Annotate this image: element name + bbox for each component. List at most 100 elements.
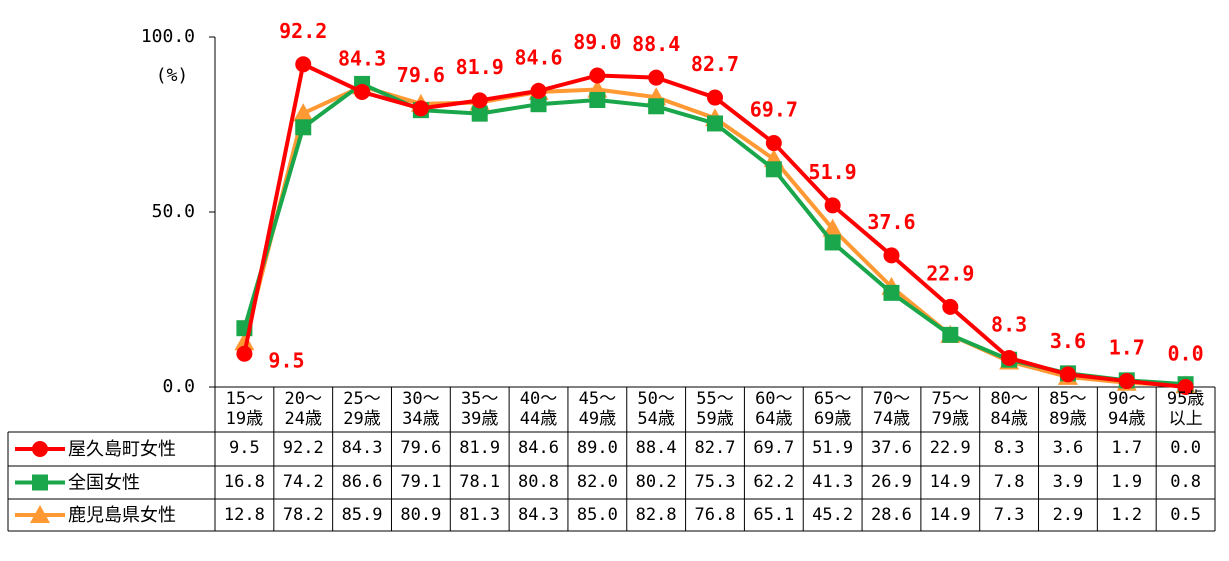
data-point <box>234 332 255 351</box>
x-tick-label: 45～ 49歳 <box>578 389 617 429</box>
data-label: 22.9 <box>926 261 974 285</box>
table-value: 84.3 <box>518 505 559 525</box>
table-value: 62.2 <box>753 472 795 492</box>
y-tick-label: 50.0 <box>152 201 195 222</box>
y-axis-label: (%) <box>156 65 189 86</box>
data-point <box>236 345 253 362</box>
data-point <box>648 69 665 86</box>
table-value: 1.7 <box>1111 438 1143 458</box>
table-value: 16.8 <box>223 472 265 492</box>
table-value: 65.1 <box>753 505 795 525</box>
x-tick-label: 40～ 44歳 <box>519 389 558 429</box>
table-value: 84.6 <box>518 438 559 458</box>
data-point <box>822 218 843 237</box>
x-tick-label: 75～ 79歳 <box>931 389 970 429</box>
legend-label: 全国女性 <box>68 473 140 494</box>
data-point <box>589 92 606 108</box>
data-point <box>648 98 665 115</box>
data-point <box>295 56 312 73</box>
x-tick-label: 30～ 34歳 <box>402 389 440 429</box>
data-point <box>1059 366 1076 383</box>
table-value: 3.9 <box>1052 472 1084 492</box>
x-tick-label: 70～ 74歳 <box>872 389 911 429</box>
legend-marker <box>30 505 50 523</box>
data-point <box>471 92 488 109</box>
data-label: 92.2 <box>279 19 327 43</box>
table-value: 37.6 <box>870 438 912 458</box>
data-point <box>707 115 723 132</box>
table-value: 75.3 <box>694 472 736 492</box>
data-label: 1.7 <box>1109 336 1145 360</box>
table-value: 80.2 <box>635 472 677 492</box>
table-value: 76.8 <box>694 505 736 525</box>
data-point <box>942 298 959 315</box>
data-point <box>354 83 371 100</box>
table-value: 89.0 <box>576 438 618 458</box>
x-tick-label: 25～ 29歳 <box>343 389 381 429</box>
data-point <box>765 161 782 178</box>
table-value: 9.5 <box>229 438 260 458</box>
table-value: 26.9 <box>870 472 912 492</box>
legend-label: 鹿児島県女性 <box>68 505 176 526</box>
data-point <box>293 103 314 122</box>
table-value: 41.3 <box>812 472 854 492</box>
table-value: 7.8 <box>993 472 1025 492</box>
data-point <box>883 284 900 301</box>
x-tick-label: 60～ 64歳 <box>755 389 793 429</box>
data-label: 84.3 <box>338 46 386 70</box>
table-value: 1.9 <box>1111 472 1143 492</box>
table-value: 8.3 <box>993 438 1025 458</box>
table-value: 81.3 <box>459 505 501 525</box>
data-point <box>765 135 782 152</box>
data-label: 8.3 <box>991 312 1027 336</box>
x-tick-label: 90～ 94歳 <box>1108 389 1146 429</box>
table-value: 80.8 <box>518 472 559 492</box>
data-point <box>471 105 488 122</box>
table-value: 7.3 <box>993 505 1025 525</box>
table-value: 79.6 <box>400 438 442 458</box>
table-value: 45.2 <box>812 505 854 525</box>
data-point <box>883 247 900 264</box>
table-value: 3.6 <box>1052 438 1084 458</box>
data-label: 0.0 <box>1168 342 1204 366</box>
table-value: 69.7 <box>753 438 795 458</box>
table-value: 14.9 <box>929 505 971 525</box>
x-tick-label: 80～ 84歳 <box>990 389 1028 429</box>
table-value: 82.0 <box>576 472 618 492</box>
table-value: 80.9 <box>400 505 442 525</box>
data-label: 51.9 <box>809 160 857 184</box>
data-point <box>530 82 547 99</box>
y-tick-label: 0.0 <box>162 376 195 397</box>
table-value: 78.1 <box>459 472 501 492</box>
table-value: 79.1 <box>400 472 442 492</box>
x-tick-label: 85～ 89歳 <box>1049 389 1087 429</box>
table-value: 12.8 <box>223 505 265 525</box>
data-point <box>824 234 841 251</box>
data-point <box>1177 379 1194 395</box>
table-value: 86.6 <box>341 472 383 492</box>
data-point <box>412 100 429 117</box>
data-label: 82.7 <box>691 52 739 76</box>
table-value: 0.0 <box>1170 438 1201 458</box>
table-value: 28.6 <box>870 505 912 525</box>
data-label: 79.6 <box>397 63 445 87</box>
data-point <box>707 89 723 106</box>
data-label: 88.4 <box>632 32 680 56</box>
table-value: 2.9 <box>1052 505 1084 525</box>
table-value: 51.9 <box>812 438 854 458</box>
table-value: 81.9 <box>459 438 501 458</box>
table-value: 22.9 <box>929 438 971 458</box>
data-point <box>1001 349 1018 366</box>
x-tick-label: 35～ 39歳 <box>460 389 499 429</box>
table-value: 84.3 <box>341 438 383 458</box>
table-value: 0.5 <box>1170 505 1201 525</box>
table-value: 0.8 <box>1170 472 1201 492</box>
x-tick-label: 15～ 19歳 <box>225 389 264 429</box>
table-value: 78.2 <box>282 505 324 525</box>
x-tick-label: 50～ 54歳 <box>637 389 675 429</box>
data-label: 37.6 <box>867 210 915 234</box>
x-tick-label: 20～ 24歳 <box>284 389 322 429</box>
data-label: 9.5 <box>268 348 304 372</box>
